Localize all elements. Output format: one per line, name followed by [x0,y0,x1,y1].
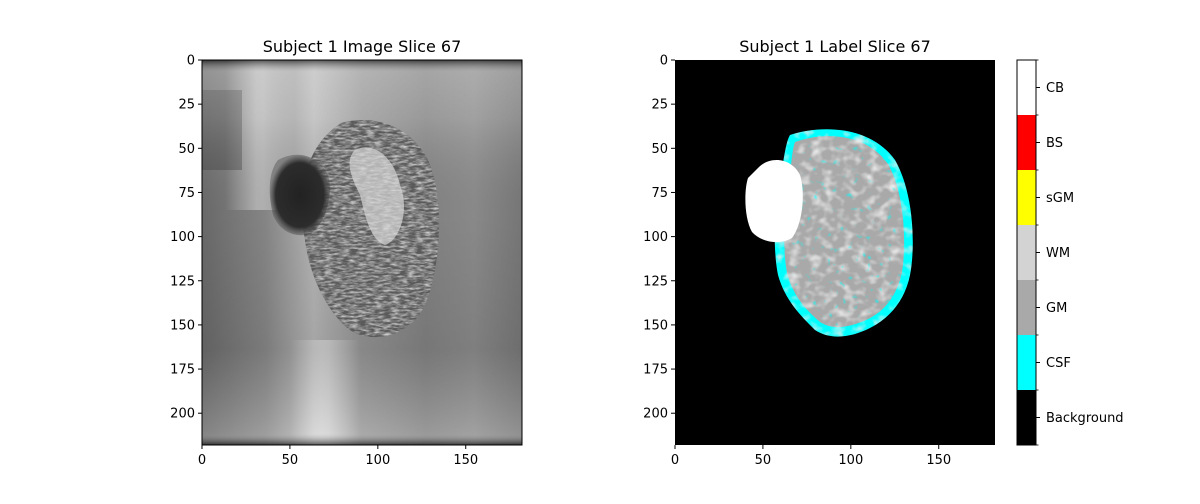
image-panel-title: Subject 1 Image Slice 67 [263,37,462,56]
image-y-tick-label: 200 [170,407,195,422]
label-x-tick-label: 150 [926,453,951,468]
label-y-tick-label: 0 [660,54,668,69]
label-x-tick-label: 100 [838,453,863,468]
image-y-tick-label: 75 [178,186,195,201]
image-panel [202,60,522,445]
colorbar-label: sGM [1046,191,1074,206]
label-y-tick-label: 100 [643,230,668,245]
label-x-tick-label: 0 [671,453,679,468]
image-x-tick-label: 0 [198,453,206,468]
colorbar-label: GM [1046,301,1067,316]
colorbar-label: CB [1046,81,1064,96]
label-panel-title: Subject 1 Label Slice 67 [739,37,931,56]
colorbar: Background CSF GM WM sGM BS CB [1016,59,1124,446]
label-panel [675,60,995,445]
colorbar-swatch [1017,170,1036,225]
image-x-tick-label: 50 [282,453,299,468]
image-y-tick-label: 25 [178,98,195,113]
label-x-tick-label: 50 [755,453,772,468]
label-cb-region [745,159,803,243]
colorbar-swatch [1017,115,1036,170]
label-y-tick-label: 75 [651,186,668,201]
label-y-tick-label: 50 [651,142,668,157]
image-panel-axes: 0 50 100 150 0 25 50 75 100 125 150 175 200 [170,54,478,469]
colorbar-swatch [1017,225,1036,280]
colorbar-label: Background [1046,411,1124,426]
image-y-tick-label: 125 [170,274,195,289]
label-y-tick-label: 150 [643,318,668,333]
image-dark-lesion [269,154,330,236]
label-y-tick-label: 125 [643,274,668,289]
label-brain-region [745,129,913,337]
colorbar-frame [1016,59,1037,446]
label-y-tick-label: 200 [643,407,668,422]
image-y-tick-label: 150 [170,318,195,333]
image-x-tick-label: 150 [453,453,478,468]
label-y-tick-label: 25 [651,98,668,113]
image-y-tick-label: 175 [170,363,195,378]
colorbar-label: BS [1046,136,1063,151]
label-panel-axes: 0 50 100 150 0 25 50 75 100 125 150 175 200 [643,54,951,469]
image-y-tick-label: 0 [187,54,195,69]
colorbar-label: CSF [1046,356,1071,371]
colorbar-swatch [1017,390,1036,445]
colorbar-label: WM [1046,246,1070,261]
image-y-tick-label: 100 [170,230,195,245]
colorbar-swatch [1017,60,1036,115]
label-y-tick-label: 175 [643,363,668,378]
colorbar-swatch [1017,280,1036,335]
colorbar-swatch [1017,335,1036,390]
image-x-tick-label: 100 [365,453,390,468]
image-frame [201,59,523,446]
image-y-tick-label: 50 [178,142,195,157]
